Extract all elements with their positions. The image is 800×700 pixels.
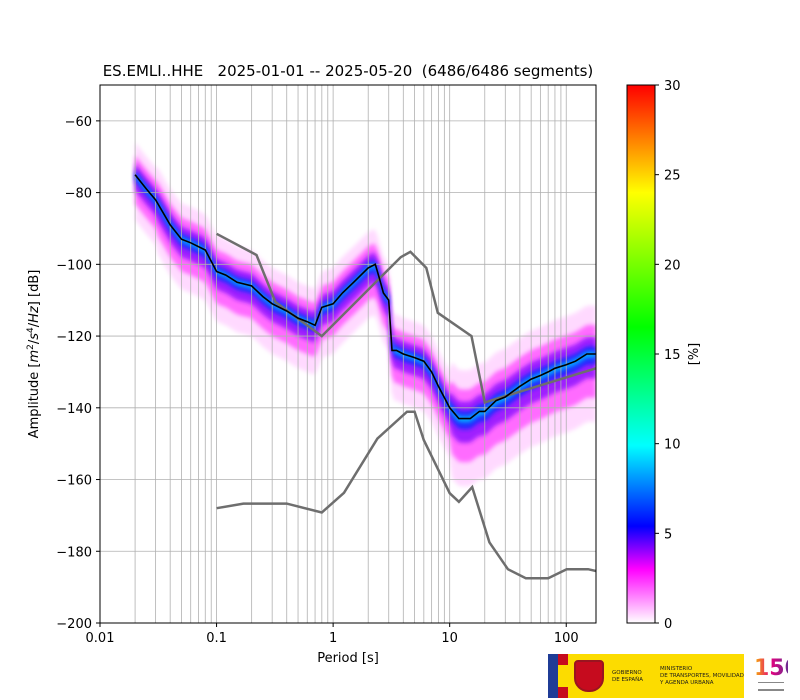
y-tick-label: −140 <box>56 402 92 417</box>
colorbar-label: [%] <box>687 343 702 366</box>
ministry-text-line2: DE TRANSPORTES, MOVILIDAD <box>660 673 744 679</box>
ministry-text-line1: MINISTERIO <box>660 666 693 672</box>
ministry-text-line3: Y AGENDA URBANA <box>660 680 714 686</box>
colorbar-tick-label: 15 <box>664 348 681 363</box>
y-axis-ticks: −60 −80 −100 −120 −140 −160 −180 −200 <box>56 115 100 632</box>
y-tick-label: −180 <box>56 545 92 560</box>
y-tick-label: −120 <box>56 330 92 345</box>
building-icon <box>758 682 784 691</box>
colorbar-ticks: 0 5 10 15 20 25 30 <box>655 79 681 632</box>
x-axis-label: Period [s] <box>317 651 379 666</box>
government-logo-banner: GOBIERNO DE ESPAÑA MINISTERIO DE TRANSPO… <box>548 654 744 698</box>
colorbar-tick-label: 0 <box>664 617 672 632</box>
colorbar-tick-label: 10 <box>664 438 681 453</box>
plot-area: 0.01 0.1 1 10 100 −60 −80 −100 −120 −140 −160 −180… <box>56 84 597 646</box>
x-tick-label: 1 <box>329 631 337 646</box>
colorbar-tick-label: 25 <box>664 169 681 184</box>
colorbar-tick-label: 5 <box>664 527 672 542</box>
nlnm-curve <box>216 232 596 404</box>
coat-of-arms-icon <box>574 660 604 692</box>
x-tick-label: 0.1 <box>206 631 227 646</box>
y-tick-label: −100 <box>56 258 92 273</box>
curves <box>134 174 596 580</box>
y-tick-label: −200 <box>56 617 92 632</box>
flag-icon <box>548 654 568 698</box>
colorbar-tick-label: 20 <box>664 258 681 273</box>
x-tick-label: 10 <box>441 631 458 646</box>
nhnm-curve <box>216 410 596 580</box>
x-tick-label: 0.01 <box>86 631 115 646</box>
colorbar-strip <box>626 84 656 624</box>
x-axis-ticks: 0.01 0.1 1 10 100 <box>86 623 579 646</box>
y-tick-label: −80 <box>65 187 92 202</box>
footer-logos: GOBIERNO DE ESPAÑA MINISTERIO DE TRANSPO… <box>548 652 800 700</box>
ign-anniversary-logo: 150 <box>754 656 800 696</box>
x-tick-label: 100 <box>554 631 579 646</box>
colorbar: 0 5 10 15 20 25 30 [%] <box>626 79 702 632</box>
gov-text-line2: DE ESPAÑA <box>612 677 644 683</box>
chart-title: ES.EMLI..HHE 2025-01-01 -- 2025-05-20 (6… <box>103 62 594 80</box>
mode-curve <box>134 174 596 420</box>
y-tick-label: −160 <box>56 474 92 489</box>
y-tick-label: −60 <box>65 115 92 130</box>
y-axis-label: Amplitude [m2/s4/Hz] [dB] <box>26 270 42 439</box>
plot-frame <box>99 84 597 624</box>
colorbar-tick-label: 30 <box>664 79 681 94</box>
gov-text-line1: GOBIERNO <box>612 670 642 676</box>
